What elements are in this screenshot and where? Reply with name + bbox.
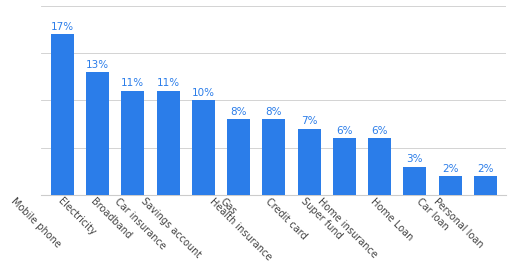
Bar [439, 176, 461, 195]
Bar [121, 91, 144, 195]
Text: 8%: 8% [266, 107, 282, 117]
Text: 2%: 2% [477, 164, 494, 174]
Text: 6%: 6% [371, 126, 388, 136]
Text: 10%: 10% [192, 88, 215, 98]
Text: 13%: 13% [86, 59, 109, 69]
Text: 2%: 2% [442, 164, 458, 174]
Text: 8%: 8% [230, 107, 247, 117]
Text: 6%: 6% [336, 126, 353, 136]
Bar [474, 176, 497, 195]
Bar [333, 138, 356, 195]
Bar [227, 119, 250, 195]
Bar [157, 91, 180, 195]
Text: 11%: 11% [157, 79, 180, 88]
Bar [403, 167, 426, 195]
Bar [297, 129, 321, 195]
Bar [86, 72, 109, 195]
Bar [51, 34, 74, 195]
Bar [192, 100, 215, 195]
Text: 11%: 11% [121, 79, 144, 88]
Bar [262, 119, 285, 195]
Text: 7%: 7% [301, 116, 317, 126]
Text: 17%: 17% [51, 22, 74, 32]
Bar [368, 138, 391, 195]
Text: 3%: 3% [407, 154, 423, 164]
